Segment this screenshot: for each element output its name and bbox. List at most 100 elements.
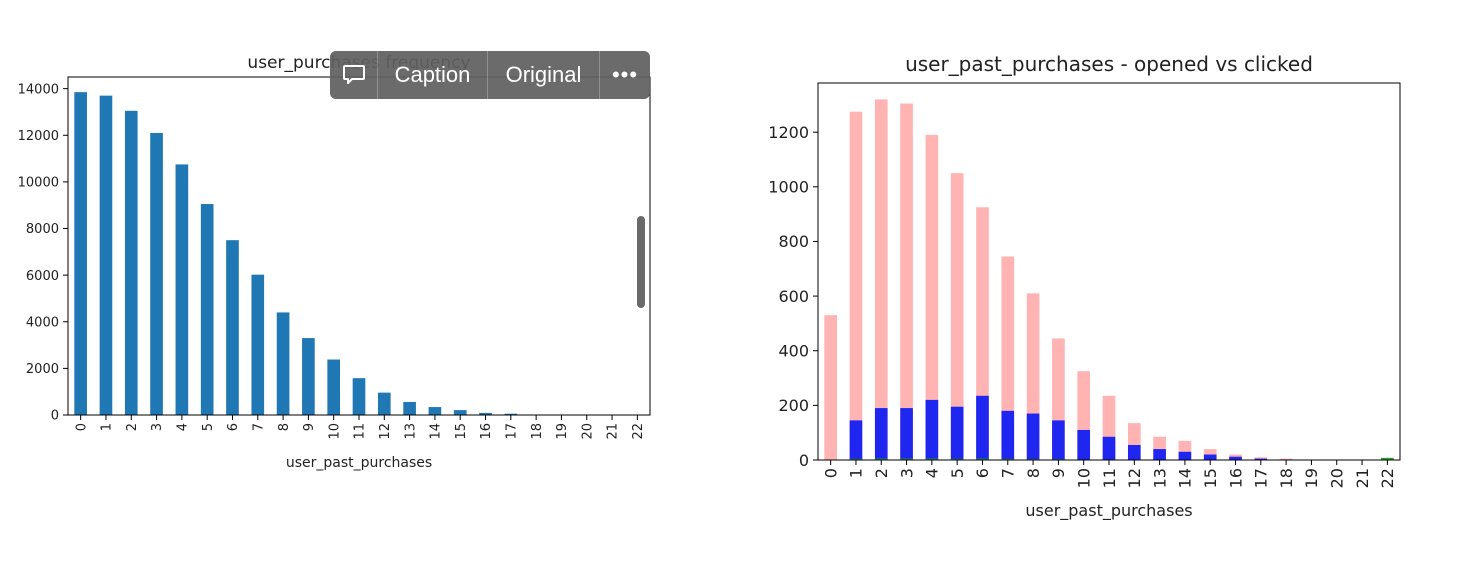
x-tick-label: 8: [1024, 468, 1043, 478]
caption-button[interactable]: Caption: [378, 51, 488, 99]
x-tick-label: 12: [1125, 468, 1144, 488]
x-tick-label: 3: [897, 468, 916, 478]
x-tick-label: 21: [1353, 468, 1372, 488]
x-tick-label: 13: [1150, 468, 1169, 488]
bar-series-0-7: [251, 274, 265, 415]
bar-series-1-2: [874, 408, 888, 460]
x-tick-label: 6: [973, 468, 992, 478]
scrollbar-thumb[interactable]: [637, 216, 645, 308]
x-tick-label: 15: [454, 423, 469, 440]
bar-series-0-1: [849, 111, 863, 460]
bar-series-0-4: [175, 164, 189, 415]
x-tick-label: 6: [226, 423, 241, 431]
x-tick-label: 0: [74, 423, 89, 431]
x-tick-label: 10: [327, 423, 342, 440]
bar-series-0-15: [453, 410, 467, 415]
y-tick-label: 0: [51, 409, 59, 424]
x-tick-label: 1: [100, 423, 115, 431]
bar-series-0-7: [1001, 256, 1015, 460]
bar-series-1-3: [900, 408, 913, 460]
x-tick-label: 7: [999, 468, 1018, 478]
x-tick-label: 9: [302, 423, 317, 431]
more-options-button[interactable]: •••: [600, 51, 650, 99]
bar-series-1-15: [1203, 454, 1217, 460]
x-tick-label: 1: [847, 468, 866, 478]
x-axis-label: user_past_purchases: [286, 455, 432, 471]
y-tick-label: 800: [778, 232, 809, 251]
y-tick-label: 6000: [26, 269, 59, 284]
bar-series-0-16: [479, 412, 492, 415]
y-tick-label: 2000: [26, 362, 59, 377]
x-tick-label: 18: [1277, 468, 1296, 488]
x-tick-label: 2: [872, 468, 891, 478]
bar-series-1-13: [1153, 449, 1166, 460]
x-tick-label: 7: [251, 423, 266, 431]
x-tick-label: 16: [479, 423, 494, 440]
bar-series-2-6: [976, 458, 989, 460]
bar-series-0-6: [226, 240, 239, 415]
y-tick-label: 0: [799, 451, 809, 470]
x-tick-label: 11: [1100, 468, 1119, 488]
bar-series-0-3: [900, 103, 913, 460]
bar-series-0-13: [403, 401, 416, 415]
bar-series-0-5: [950, 173, 964, 461]
bar-series-1-14: [1178, 451, 1192, 460]
chart-left-svg: user_purchases frequency0200040006000800…: [18, 53, 651, 471]
bar-series-0-9: [302, 338, 315, 415]
speech-bubble-icon: [342, 65, 365, 84]
x-tick-label: 20: [1327, 468, 1346, 488]
bar-series-0-12: [377, 392, 391, 415]
y-tick-label: 10000: [18, 176, 59, 191]
bar-series-2-5: [950, 458, 964, 460]
x-tick-label: 4: [923, 468, 942, 478]
x-tick-label: 21: [606, 423, 621, 440]
bar-series-2-22: [1381, 457, 1394, 460]
x-tick-label: 9: [1049, 468, 1068, 478]
x-tick-label: 3: [150, 423, 165, 431]
x-tick-label: 18: [530, 423, 545, 440]
image-overlay-toolbar: Caption Original •••: [330, 51, 650, 99]
bar-series-0-0: [824, 315, 837, 460]
bar-series-1-8: [1026, 413, 1040, 460]
x-tick-label: 0: [821, 468, 840, 478]
bar-series-0-18: [1279, 458, 1293, 460]
original-label: Original: [505, 62, 582, 87]
chart-title: user_past_purchases - opened vs clicked: [905, 52, 1313, 76]
chart-user-purchases-frequency: user_purchases frequency0200040006000800…: [0, 0, 680, 524]
bar-series-2-4: [925, 458, 939, 460]
bar-series-2-2: [874, 458, 888, 460]
bar-series-0-5: [200, 204, 214, 415]
x-tick-label: 22: [631, 423, 646, 440]
x-tick-label: 22: [1378, 468, 1397, 488]
chart-opened-vs-clicked: user_past_purchases - opened vs clicked 0…: [740, 0, 1460, 564]
y-tick-label: 200: [778, 396, 809, 415]
bar-series-1-9: [1052, 420, 1065, 460]
bar-series-0-2: [874, 99, 888, 461]
x-tick-label: 5: [948, 468, 967, 478]
x-tick-label: 13: [403, 423, 418, 440]
bar-series-1-17: [1254, 458, 1268, 460]
x-tick-label: 20: [580, 423, 595, 440]
x-tick-label: 10: [1074, 468, 1093, 488]
bar-series-1-11: [1102, 436, 1116, 460]
y-tick-label: 400: [778, 341, 809, 360]
x-tick-label: 4: [176, 423, 191, 431]
x-axis-label: user_past_purchases: [1025, 501, 1192, 521]
x-tick-label: 17: [1252, 468, 1271, 488]
comment-button[interactable]: [330, 51, 378, 99]
x-tick-label: 17: [505, 423, 520, 440]
bar-series-1-6: [976, 395, 989, 460]
x-tick-label: 11: [353, 423, 368, 440]
x-tick-label: 16: [1226, 468, 1245, 488]
y-tick-label: 1200: [768, 123, 809, 142]
bar-series-1-10: [1077, 429, 1091, 460]
x-tick-label: 14: [1176, 468, 1195, 488]
original-button[interactable]: Original: [488, 51, 600, 99]
x-tick-label: 19: [1302, 468, 1321, 488]
y-tick-label: 8000: [26, 222, 59, 237]
x-tick-label: 5: [201, 423, 216, 431]
ellipsis-icon: •••: [611, 62, 639, 87]
y-tick-label: 600: [778, 287, 809, 306]
x-tick-label: 12: [378, 423, 393, 440]
chart-right-svg: user_past_purchases - opened vs clicked 0…: [768, 52, 1401, 521]
